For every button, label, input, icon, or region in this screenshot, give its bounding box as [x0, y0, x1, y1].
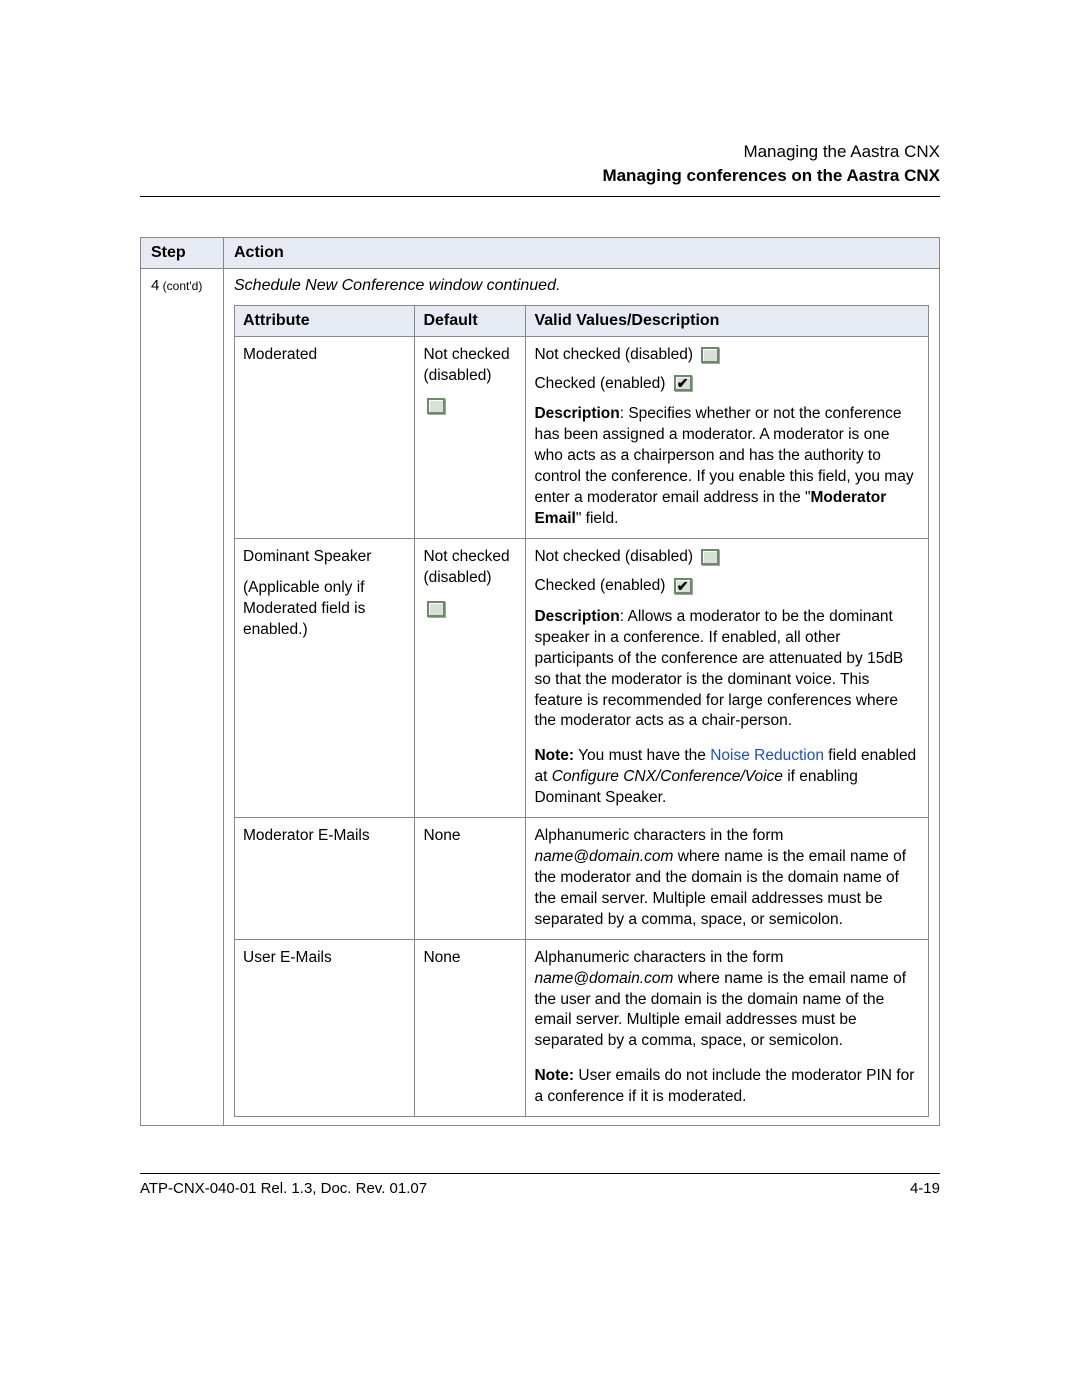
page: Managing the Aastra CNX Managing confere… — [0, 0, 1080, 1397]
attr-valid: Not checked (disabled) Checked (enabled)… — [526, 538, 929, 817]
attr-row-user-emails: User E-Mails None Alphanumeric character… — [235, 939, 929, 1116]
note-pre: You must have the — [574, 747, 710, 764]
valid-italic: name@domain.com — [534, 970, 673, 987]
step-contd: (cont'd) — [159, 279, 202, 293]
desc-tail: " field. — [576, 510, 619, 527]
action-cell: Schedule New Conference window continued… — [224, 268, 940, 1126]
checkbox-unchecked-icon — [427, 398, 445, 414]
step-action-table: Step Action 4 (cont'd) Schedule New Conf… — [140, 237, 940, 1127]
col-step: Step — [141, 237, 224, 268]
attr-name: User E-Mails — [235, 939, 415, 1116]
attr-row-moderated: Moderated Not checked (disabled) Not — [235, 336, 929, 538]
def-line1: Not checked — [423, 346, 509, 363]
note-label: Note: — [534, 1067, 574, 1084]
col-default: Default — [415, 305, 526, 336]
valid-pre: Alphanumeric characters in the form — [534, 949, 783, 966]
attr-line2: (Applicable only if Moderated field is e… — [243, 578, 406, 641]
note-text: User emails do not include the moderator… — [534, 1067, 914, 1105]
page-footer: ATP-CNX-040-01 Rel. 1.3, Doc. Rev. 01.07… — [140, 1173, 940, 1197]
attr-row-dominant-speaker: Dominant Speaker (Applicable only if Mod… — [235, 538, 929, 817]
attr-default: None — [415, 818, 526, 940]
desc-label: Description — [534, 405, 619, 422]
attr-default: Not checked (disabled) — [415, 336, 526, 538]
attribute-table: Attribute Default Valid Values/Descripti… — [234, 305, 929, 1118]
col-action: Action — [224, 237, 940, 268]
footer-rule — [140, 1173, 940, 1174]
note-label: Note: — [534, 747, 574, 764]
noise-reduction-link[interactable]: Noise Reduction — [710, 747, 824, 764]
checkbox-checked-icon — [674, 578, 692, 594]
def-line1: Not checked — [423, 548, 509, 565]
attr-name: Moderator E-Mails — [235, 818, 415, 940]
valid-italic: name@domain.com — [534, 848, 673, 865]
desc-label: Description — [534, 608, 619, 625]
header-rule — [140, 196, 940, 197]
header-line1: Managing the Aastra CNX — [140, 140, 940, 164]
footer-left: ATP-CNX-040-01 Rel. 1.3, Doc. Rev. 01.07 — [140, 1180, 427, 1197]
note-italic: Configure CNX/Conference/Voice — [552, 768, 783, 785]
footer-right: 4-19 — [910, 1180, 940, 1197]
attr-row-moderator-emails: Moderator E-Mails None Alphanumeric char… — [235, 818, 929, 940]
def-line2: (disabled) — [423, 569, 491, 586]
attr-valid: Alphanumeric characters in the form name… — [526, 939, 929, 1116]
def-line2: (disabled) — [423, 367, 491, 384]
attr-valid: Alphanumeric characters in the form name… — [526, 818, 929, 940]
attr-line1: Dominant Speaker — [243, 547, 406, 568]
header-line2: Managing conferences on the Aastra CNX — [140, 164, 940, 188]
checkbox-unchecked-icon — [701, 549, 719, 565]
page-header: Managing the Aastra CNX Managing confere… — [140, 140, 940, 188]
attr-name: Dominant Speaker (Applicable only if Mod… — [235, 538, 415, 817]
col-valid: Valid Values/Description — [526, 305, 929, 336]
attr-default: Not checked (disabled) — [415, 538, 526, 817]
col-attribute: Attribute — [235, 305, 415, 336]
attr-default: None — [415, 939, 526, 1116]
action-intro: Schedule New Conference window continued… — [234, 277, 929, 295]
valid-checked: Checked (enabled) — [534, 577, 665, 594]
checkbox-unchecked-icon — [427, 601, 445, 617]
valid-pre: Alphanumeric characters in the form — [534, 827, 783, 844]
checkbox-checked-icon — [674, 375, 692, 391]
checkbox-unchecked-icon — [701, 347, 719, 363]
valid-checked: Checked (enabled) — [534, 375, 665, 392]
attr-name: Moderated — [235, 336, 415, 538]
valid-notchecked: Not checked (disabled) — [534, 548, 693, 565]
attr-valid: Not checked (disabled) Checked (enabled)… — [526, 336, 929, 538]
step-cell: 4 (cont'd) — [141, 268, 224, 1126]
valid-notchecked: Not checked (disabled) — [534, 346, 693, 363]
desc-text: : Allows a moderator to be the dominant … — [534, 608, 903, 730]
table-row: 4 (cont'd) Schedule New Conference windo… — [141, 268, 940, 1126]
